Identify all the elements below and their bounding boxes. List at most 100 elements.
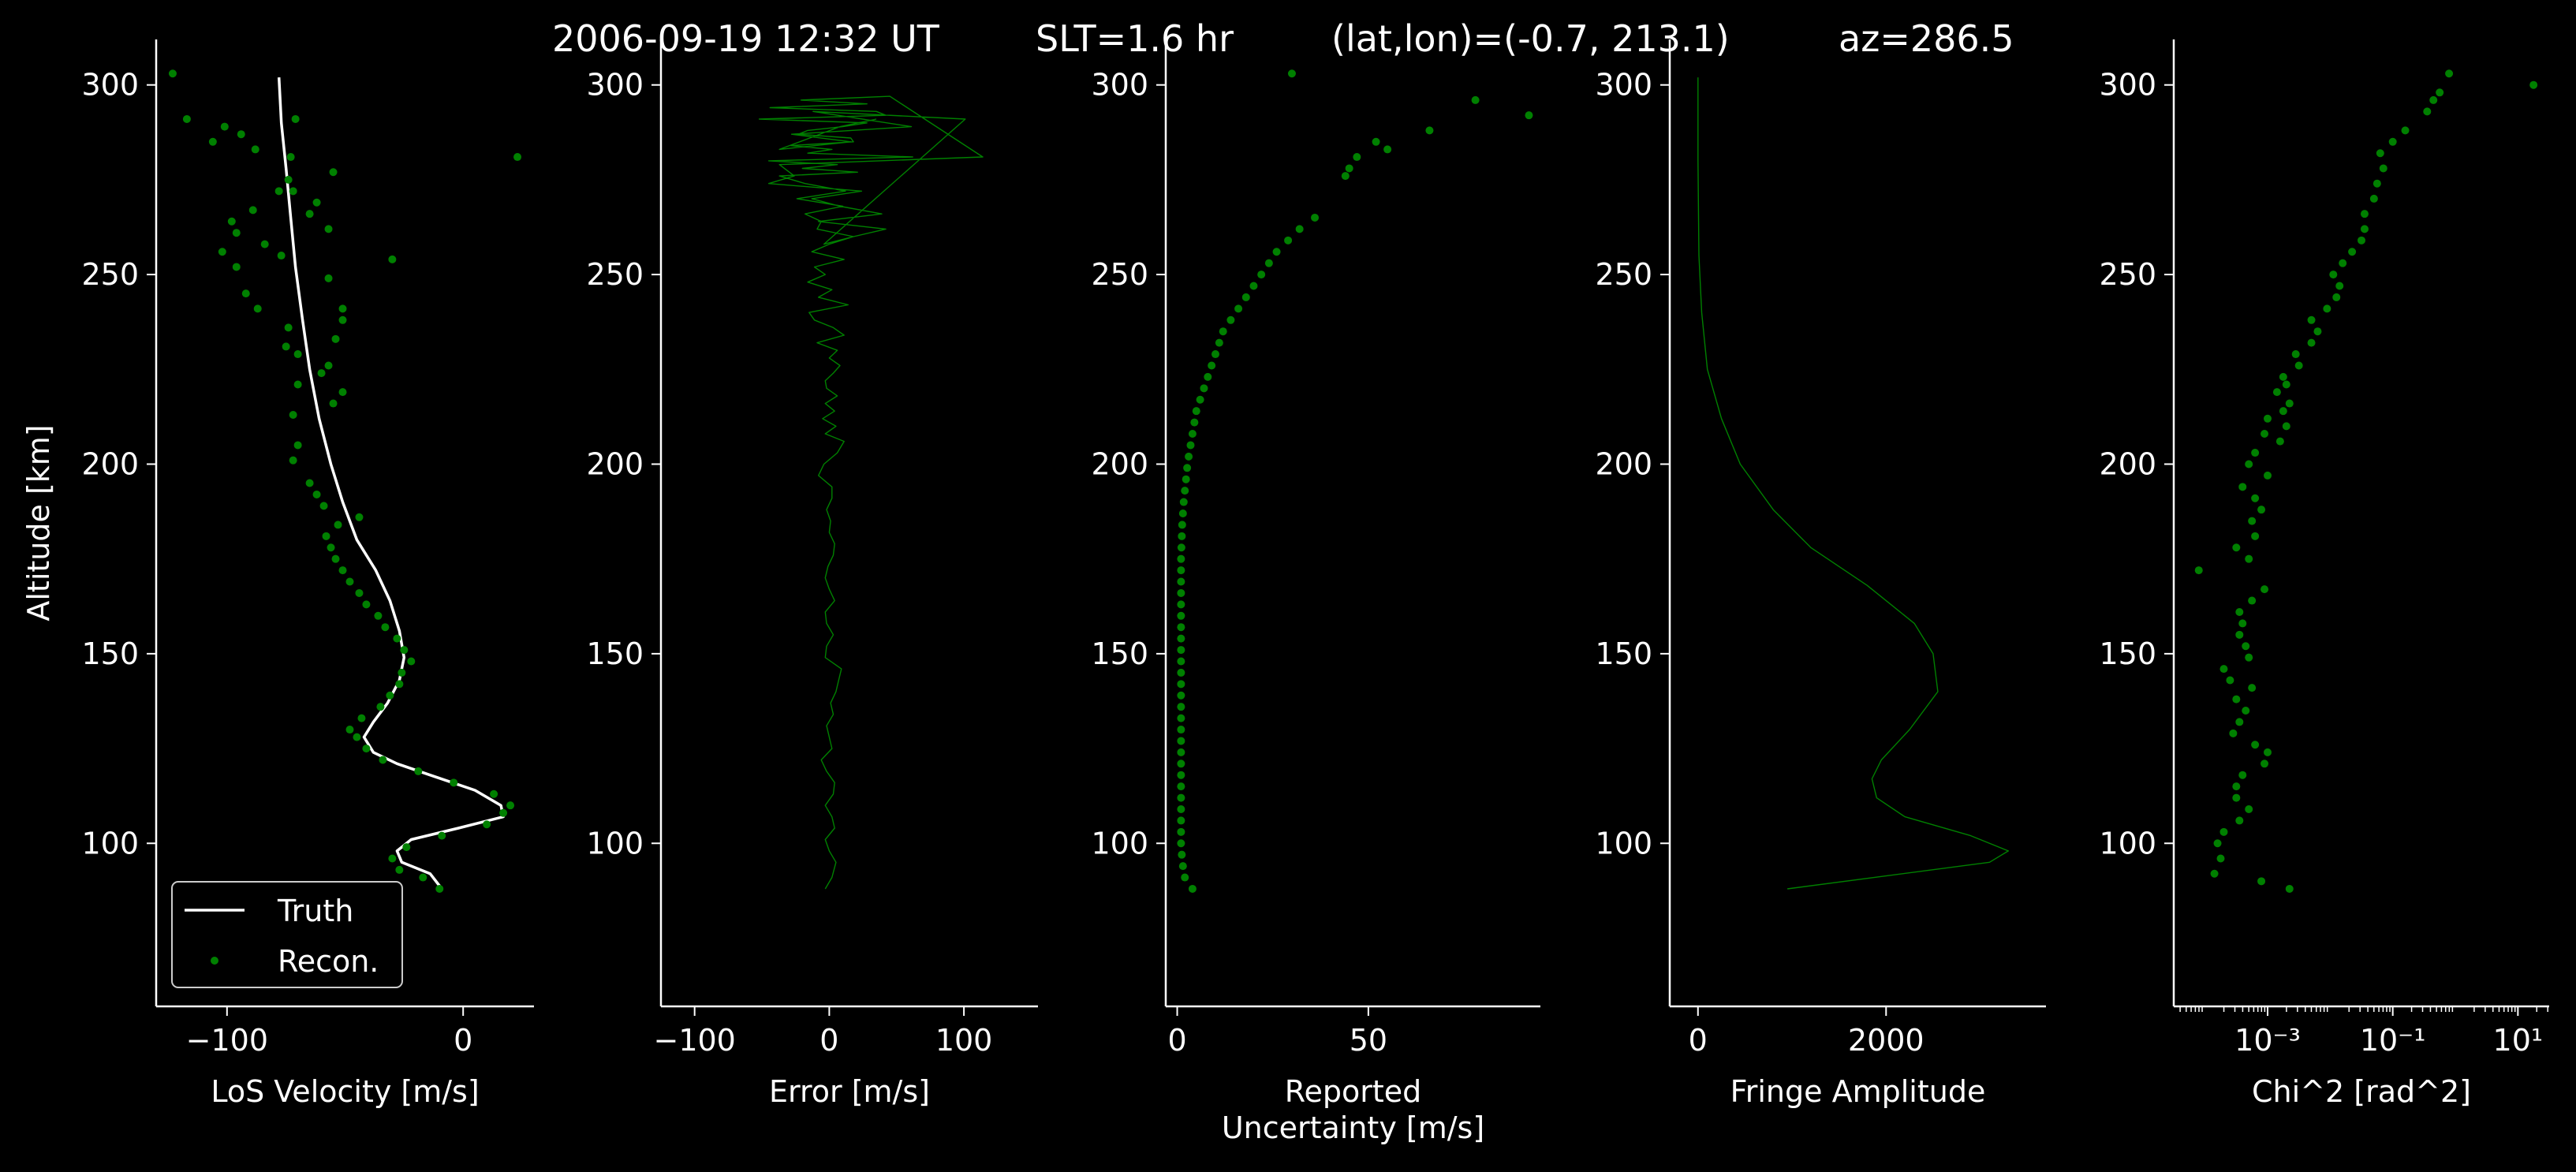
panel-3-series1-point bbox=[1177, 726, 1185, 734]
panel-1-recon-point bbox=[331, 554, 340, 563]
panel-1-recon-point bbox=[355, 588, 364, 597]
panel-1-recon-point bbox=[407, 657, 416, 666]
panel-3-series1-point bbox=[1295, 225, 1304, 233]
panel-3-series1-point bbox=[1177, 839, 1185, 848]
panel-1-recon-point bbox=[248, 206, 257, 215]
panel-3-series1-point bbox=[1234, 304, 1243, 313]
panel-5-series1-point bbox=[2423, 107, 2432, 116]
panel-1-ytick-label: 250 bbox=[81, 257, 139, 292]
panel-5-series1-point bbox=[2238, 483, 2247, 491]
panel-1-ytick-label: 150 bbox=[81, 636, 139, 671]
panel-1-recon-point bbox=[435, 884, 444, 893]
panel-3-series1-point bbox=[1188, 430, 1197, 439]
panel-1-recon-point bbox=[483, 820, 491, 829]
title-time: 2006-09-19 12:32 UT bbox=[552, 17, 939, 60]
title-slt: SLT=1.6 hr bbox=[1036, 17, 1234, 60]
panel-1-ylabel: Altitude [km] bbox=[21, 424, 56, 621]
panel-1-recon-point bbox=[355, 513, 364, 521]
panel-1-ytick-label: 100 bbox=[81, 826, 139, 860]
panel-5-xtick-label: 10⁻³ bbox=[2234, 1023, 2301, 1058]
panel-1-recon-point bbox=[232, 263, 241, 271]
panel-5-xtick-label: 10¹ bbox=[2493, 1023, 2544, 1058]
panel-1-recon-point bbox=[329, 168, 338, 177]
panel-5-series1-point bbox=[2235, 718, 2244, 726]
panel-1-recon-point bbox=[338, 388, 347, 397]
panel-5-xlabel: Chi^2 [rad^2] bbox=[2252, 1074, 2471, 1109]
panel-5-series1-point bbox=[2216, 854, 2225, 863]
panel-5-series1-point bbox=[2245, 554, 2253, 563]
panel-1-recon-point bbox=[253, 304, 262, 313]
panel-5-series1-point bbox=[2369, 194, 2378, 203]
panel-5-series1-point bbox=[2275, 437, 2284, 446]
panel-5-series1-point bbox=[2282, 380, 2290, 389]
panel-5-series1-point bbox=[2261, 760, 2269, 768]
panel-2-ytick-label: 300 bbox=[586, 68, 644, 103]
panel-3-series1-point bbox=[1177, 680, 1185, 689]
panel-1-recon-point bbox=[374, 611, 383, 620]
panel-3-xlabel: Reported bbox=[1285, 1074, 1421, 1109]
panel-1-recon-point bbox=[260, 240, 269, 248]
panel-3-series1-point bbox=[1177, 634, 1185, 643]
panel-2-ytick-label: 200 bbox=[586, 446, 644, 481]
panel-5-series1-point bbox=[2251, 741, 2260, 749]
panel-1-recon-point bbox=[322, 532, 330, 540]
panel-3-series1-point bbox=[1178, 862, 1187, 871]
panel-3-series1-point bbox=[1177, 600, 1185, 609]
panel-5-series1-point bbox=[2261, 585, 2269, 594]
panel-5-series1-point bbox=[2245, 653, 2253, 662]
panel-1-recon-point bbox=[338, 315, 347, 324]
panel-5-series1-point bbox=[2194, 566, 2203, 575]
panel-5-series1-point bbox=[2210, 869, 2219, 878]
panel-5-series1-point bbox=[2335, 282, 2344, 290]
panel-1-recon-point bbox=[293, 380, 302, 389]
panel-5-series1-point bbox=[2232, 782, 2241, 791]
panel-5-series1-point bbox=[2279, 407, 2287, 416]
panel-3-series1-point bbox=[1178, 532, 1186, 540]
panel-1-recon-point bbox=[379, 756, 387, 764]
panel-3-series1-point bbox=[1200, 384, 1208, 393]
panel-5-series1-point bbox=[2279, 372, 2287, 381]
panel-1-recon-point bbox=[490, 789, 498, 798]
panel-3-ytick-label: 150 bbox=[1091, 636, 1148, 671]
panel-3-series1-point bbox=[1372, 137, 1380, 146]
panel-1-recon-point bbox=[319, 502, 328, 510]
panel-1-recon-point bbox=[293, 441, 302, 450]
panel-5-ytick-label: 150 bbox=[2099, 636, 2156, 671]
panel-5-series1-point bbox=[2529, 80, 2538, 89]
panel-1-recon-point bbox=[237, 130, 245, 139]
panel-1-recon-point bbox=[274, 187, 283, 196]
panel-5-series1-point bbox=[2401, 126, 2410, 135]
panel-5-series1-point bbox=[2257, 877, 2266, 886]
legend-truth-label: Truth bbox=[277, 894, 353, 928]
panel-3-xtick-label: 50 bbox=[1350, 1023, 1387, 1058]
panel-3-series1-point bbox=[1177, 623, 1185, 632]
panel-1-recon-point bbox=[400, 646, 409, 655]
panel-1-recon-point bbox=[398, 668, 406, 677]
panel-3-series1-point bbox=[1177, 566, 1185, 575]
panel-1-recon-point bbox=[327, 543, 335, 552]
panel-1-recon-point bbox=[338, 304, 347, 313]
panel-5-series1-point bbox=[2232, 695, 2241, 704]
panel-3-series1-point bbox=[1185, 452, 1193, 461]
panel-1-recon-point bbox=[414, 767, 423, 775]
panel-3-series1-point bbox=[1177, 657, 1185, 666]
panel-3-series1-point bbox=[1215, 338, 1223, 347]
panel-3-series1-point bbox=[1196, 395, 1204, 404]
panel-3-series1-point bbox=[1190, 418, 1199, 427]
panel-1-recon-point bbox=[513, 153, 522, 162]
panel-5-series1-point bbox=[2291, 350, 2300, 359]
panel-1-recon-point bbox=[241, 289, 250, 298]
panel-1-recon-point bbox=[324, 361, 333, 370]
panel-4-xlabel: Fringe Amplitude bbox=[1730, 1074, 1986, 1109]
panel-1-recon-point bbox=[331, 334, 340, 343]
panel-3-series1-point bbox=[1177, 748, 1185, 756]
panel-1-recon-point bbox=[362, 600, 371, 609]
panel-5-series1-point bbox=[2248, 684, 2257, 692]
panel-1-xtick-label: 0 bbox=[454, 1023, 472, 1058]
panel-5-series1-point bbox=[2251, 449, 2260, 457]
panel-5-series1-point bbox=[2329, 271, 2338, 279]
panel-1-recon-point bbox=[324, 274, 333, 282]
panel-1-recon-point bbox=[345, 726, 354, 734]
panel-3-series1-point bbox=[1383, 145, 1392, 154]
